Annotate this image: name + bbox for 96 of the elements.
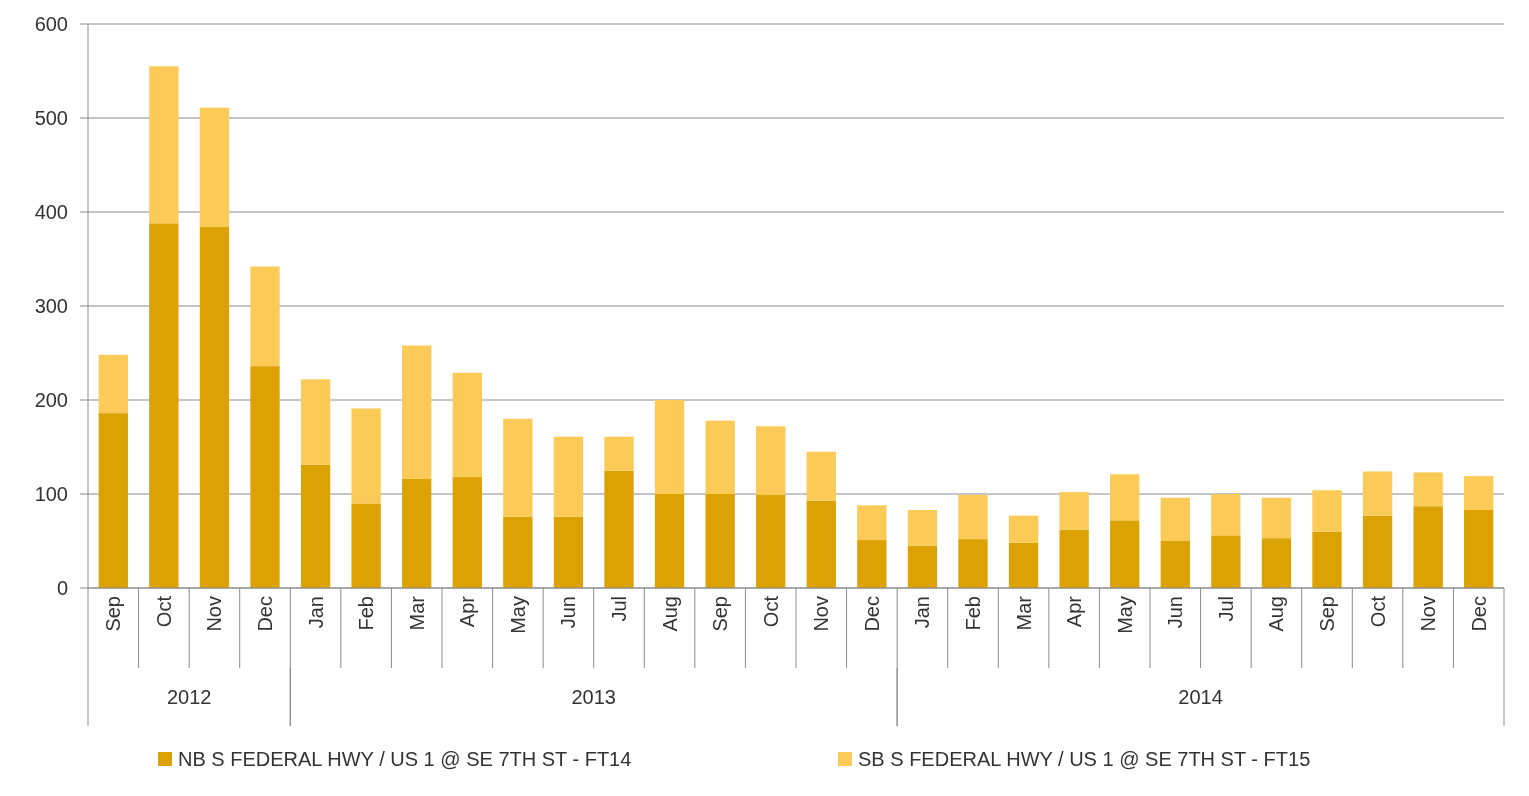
x-tick-label: Feb (962, 596, 984, 631)
bar (98, 413, 128, 588)
x-tick-label: Sep (102, 596, 125, 632)
bar (958, 494, 988, 540)
x-tick-label: Oct (1366, 595, 1389, 628)
bar (553, 516, 584, 588)
bar (1312, 531, 1342, 588)
bar (1464, 476, 1494, 510)
x-tick-label: Mar (405, 595, 428, 631)
bar (199, 227, 230, 588)
bar (1160, 497, 1190, 541)
bar (199, 107, 230, 228)
bar (452, 477, 482, 588)
text: 2014 (1178, 686, 1223, 708)
bar (300, 464, 331, 588)
bar (553, 436, 584, 517)
bar (1362, 515, 1393, 588)
y-tick-label: 200 (34, 389, 68, 411)
x-tick-label: Oct (152, 595, 175, 628)
text: 2013 (571, 686, 616, 708)
y-tick-label: 300 (34, 295, 68, 317)
bar (452, 372, 482, 478)
bar (98, 354, 128, 414)
bar (300, 379, 331, 465)
legend-label: SB S FEDERAL HWY / US 1 @ SE 7TH ST - FT15 (858, 748, 1311, 770)
bar (705, 494, 735, 588)
bar (604, 436, 634, 471)
x-tick-label: Feb (355, 596, 378, 631)
bar (958, 539, 988, 588)
bar (1110, 474, 1140, 521)
bar (806, 500, 836, 588)
y-tick-label: 500 (34, 107, 68, 129)
x-tick-label: Jul (1214, 596, 1237, 622)
bar (1211, 535, 1241, 588)
bar (149, 223, 179, 588)
bar (907, 545, 938, 588)
bar (250, 266, 280, 367)
x-tick-label: Jan (304, 596, 327, 629)
bar (250, 366, 280, 588)
bar (907, 509, 938, 546)
bar (857, 505, 887, 541)
bar (1160, 541, 1190, 588)
y-tick-label: 600 (34, 13, 68, 35)
x-tick-label: Aug (1265, 596, 1288, 632)
x-tick-label: Aug (658, 596, 681, 632)
x-tick-label: Dec (1467, 596, 1490, 632)
x-tick-label: May (1113, 596, 1136, 634)
x-tick-label: Apr (456, 595, 479, 628)
x-tick-label: Mar (1012, 595, 1035, 631)
x-tick-label: Jul (608, 596, 630, 622)
x-tick-label: Jun (557, 596, 580, 629)
y-tick-label: 400 (34, 201, 68, 223)
x-tick-label: Dec (254, 596, 276, 632)
y-tick-label: 0 (56, 577, 68, 599)
x-tick-label: Oct (759, 595, 782, 628)
bar (1261, 497, 1292, 539)
y-tick-label: 100 (34, 483, 68, 505)
bar (351, 503, 381, 588)
bar (149, 66, 179, 224)
bar (654, 494, 685, 588)
bar (1008, 542, 1039, 588)
bar (1008, 515, 1039, 543)
bar (654, 400, 685, 494)
bar (402, 345, 432, 479)
x-tick-label: Dec (860, 596, 883, 632)
bar (1362, 471, 1393, 516)
bar (1059, 492, 1089, 530)
x-tick-label: May (506, 596, 529, 634)
bar (806, 451, 836, 501)
bar (1464, 509, 1494, 588)
x-tick-label: Jun (1164, 596, 1187, 629)
x-tick-label: Nov (810, 596, 833, 632)
bar (1312, 490, 1342, 532)
bar (857, 540, 887, 588)
bar (705, 420, 735, 494)
legend-label: NB S FEDERAL HWY / US 1 @ SE 7TH ST - FT14 (178, 748, 632, 770)
bar (1059, 529, 1089, 588)
bar (1413, 472, 1443, 507)
bar (756, 426, 786, 495)
bar (1261, 538, 1292, 588)
x-tick-label: Apr (1063, 595, 1086, 628)
x-tick-label: Sep (709, 596, 732, 632)
x-tick-label: Nov (1417, 596, 1440, 632)
bar (604, 470, 634, 588)
bar (503, 418, 533, 517)
bar (1211, 494, 1241, 536)
bar (503, 516, 533, 588)
bar (1110, 520, 1140, 588)
x-tick-label: Jan (911, 596, 934, 629)
bar (402, 478, 432, 588)
x-tick-label: Sep (1316, 596, 1338, 632)
bar (756, 494, 786, 588)
text: 2012 (166, 686, 212, 708)
bar (1413, 506, 1443, 588)
bar (351, 408, 381, 504)
x-tick-label: Nov (203, 596, 226, 632)
